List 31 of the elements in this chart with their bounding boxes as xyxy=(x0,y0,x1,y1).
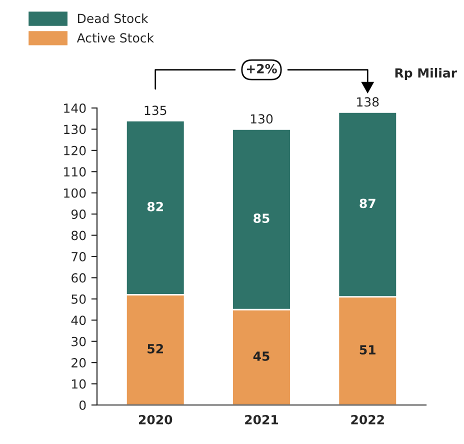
y-tick-label: 90 xyxy=(71,210,86,219)
y-tick-label: 40 xyxy=(71,316,86,326)
y-tick-label: 10 xyxy=(72,379,86,389)
data-label: 45 xyxy=(253,352,270,361)
data-label: 82 xyxy=(147,202,163,212)
legend-label: Dead Stock xyxy=(78,13,148,24)
x-tick-label: 2022 xyxy=(351,414,384,424)
data-label: 87 xyxy=(360,198,376,208)
y-tick-label: 70 xyxy=(72,252,86,262)
data-label: 52 xyxy=(148,344,163,354)
y-tick-label: 80 xyxy=(72,230,86,240)
x-tick-label: 2021 xyxy=(245,414,278,424)
y-tick-label: 100 xyxy=(64,188,86,198)
y-tick-label: 30 xyxy=(72,336,86,346)
data-label: 51 xyxy=(360,345,376,355)
y-tick-label: 0 xyxy=(79,400,86,410)
y-tick-label: 130 xyxy=(64,124,86,134)
total-label: 138 xyxy=(357,97,379,107)
total-label: 135 xyxy=(144,106,166,116)
y-tick-label: 50 xyxy=(72,294,86,304)
y-tick-label: 60 xyxy=(72,273,86,283)
y-tick-label: 140 xyxy=(64,103,86,113)
y-tick-label: 120 xyxy=(64,146,86,156)
total-label: 130 xyxy=(250,114,273,124)
y-tick-label: 110 xyxy=(64,167,86,177)
x-tick-label: 2020 xyxy=(138,414,172,424)
text: +2% xyxy=(246,64,277,74)
data-label: 85 xyxy=(254,214,270,223)
text: Rp Miliar xyxy=(395,68,458,80)
y-tick-label: 20 xyxy=(72,358,86,368)
legend-label: Active Stock xyxy=(76,32,154,43)
